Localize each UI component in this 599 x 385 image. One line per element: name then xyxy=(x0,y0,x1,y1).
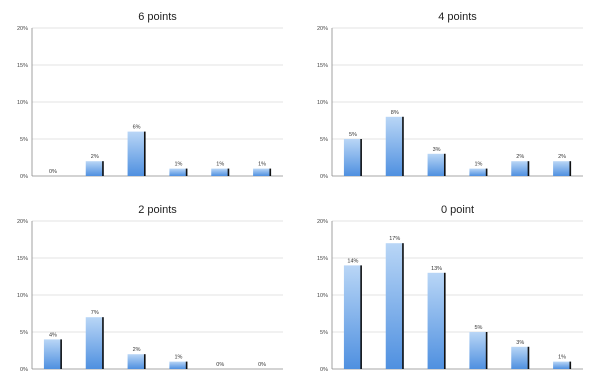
y-tick-label: 10% xyxy=(17,293,28,299)
bar-shadow xyxy=(485,168,488,176)
bar xyxy=(343,265,362,369)
y-tick-label: 15% xyxy=(17,256,28,262)
bar-shadow xyxy=(360,265,362,369)
bar xyxy=(253,168,272,176)
data-label: 5% xyxy=(474,325,482,331)
bar-shadow xyxy=(269,168,272,176)
data-label: 14% xyxy=(347,258,358,264)
bar xyxy=(553,161,572,176)
y-tick-label: 20% xyxy=(317,26,328,32)
bar xyxy=(85,161,104,176)
data-label: 7% xyxy=(91,310,99,316)
chart-panel: 6 points 0% 5% 10% 15% 20% 0% 2% 6% 1% 1% 1% xyxy=(17,11,283,180)
y-tick-label: 0% xyxy=(320,367,328,373)
bar-shadow xyxy=(527,161,530,176)
bar-shadow xyxy=(402,116,404,176)
y-tick-label: 20% xyxy=(17,219,28,225)
bar-shadow xyxy=(102,317,104,369)
chart-title: 6 points xyxy=(138,11,177,23)
bar xyxy=(427,153,446,176)
data-label: 3% xyxy=(516,340,524,346)
bar xyxy=(127,131,146,176)
data-label: 4% xyxy=(49,332,57,338)
y-tick-label: 5% xyxy=(20,330,28,336)
bar-shadow xyxy=(527,346,530,369)
data-label: 2% xyxy=(516,154,524,160)
chart-title: 2 points xyxy=(138,204,177,216)
data-label: 6% xyxy=(133,125,141,131)
data-label: 2% xyxy=(133,347,141,353)
bar-shadow xyxy=(185,168,188,176)
bar-shadow xyxy=(443,272,446,369)
bar xyxy=(211,168,230,176)
y-tick-label: 0% xyxy=(20,367,28,373)
chart-panel: 2 points 0% 5% 10% 15% 20% 4% 7% 2% 1% 0% 0% xyxy=(17,204,283,373)
data-label: 1% xyxy=(216,162,224,168)
bar-shadow xyxy=(569,361,572,369)
bar xyxy=(511,346,530,369)
bar-shadow xyxy=(402,243,404,369)
bar xyxy=(385,116,404,176)
bar-shadow xyxy=(227,168,230,176)
data-label: 2% xyxy=(91,154,99,160)
chart-panel: 0 point 0% 5% 10% 15% 20% 14% 17% 13% 5% 3% 1% xyxy=(317,204,583,373)
bar xyxy=(427,272,446,369)
bar-shadow xyxy=(102,161,104,176)
y-tick-label: 5% xyxy=(20,137,28,143)
data-label: 13% xyxy=(431,266,442,272)
y-tick-label: 5% xyxy=(320,137,328,143)
y-tick-label: 5% xyxy=(320,330,328,336)
data-label: 1% xyxy=(258,162,266,168)
bar-shadow xyxy=(143,354,146,369)
bar xyxy=(469,332,488,369)
y-tick-label: 20% xyxy=(17,26,28,32)
data-label: 3% xyxy=(433,147,441,153)
y-tick-label: 15% xyxy=(317,256,328,262)
data-label: 0% xyxy=(216,362,224,368)
data-label: 8% xyxy=(391,110,399,116)
bar-shadow xyxy=(569,161,572,176)
y-tick-label: 10% xyxy=(17,100,28,106)
data-label: 1% xyxy=(558,355,566,361)
bar xyxy=(469,168,488,176)
chart-title: 4 points xyxy=(438,11,477,23)
data-label: 2% xyxy=(558,154,566,160)
bar xyxy=(511,161,530,176)
bar xyxy=(169,168,188,176)
data-label: 1% xyxy=(474,162,482,168)
bar xyxy=(43,339,62,369)
data-label: 17% xyxy=(389,236,400,242)
bar xyxy=(85,317,104,369)
y-tick-label: 15% xyxy=(17,63,28,69)
chart-panel: 4 points 0% 5% 10% 15% 20% 5% 8% 3% 1% 2% 2% xyxy=(317,11,583,180)
bar xyxy=(553,361,572,369)
bar-shadow xyxy=(485,332,488,369)
y-tick-label: 0% xyxy=(320,174,328,180)
data-label: 0% xyxy=(49,169,57,175)
y-tick-label: 15% xyxy=(317,63,328,69)
y-tick-label: 10% xyxy=(317,100,328,106)
chart-title: 0 point xyxy=(441,204,474,216)
data-label: 5% xyxy=(349,132,357,138)
data-label: 0% xyxy=(258,362,266,368)
bar-shadow xyxy=(60,339,62,369)
y-tick-label: 10% xyxy=(317,293,328,299)
bar-shadow xyxy=(143,131,146,176)
bar xyxy=(169,361,188,369)
y-tick-label: 0% xyxy=(20,174,28,180)
bar xyxy=(127,354,146,369)
y-tick-label: 20% xyxy=(317,219,328,225)
bar-shadow xyxy=(360,139,362,176)
bar xyxy=(385,243,404,369)
bar-shadow xyxy=(443,153,446,176)
data-label: 1% xyxy=(174,355,182,361)
data-label: 1% xyxy=(174,162,182,168)
bar-shadow xyxy=(185,361,188,369)
bar xyxy=(343,139,362,176)
